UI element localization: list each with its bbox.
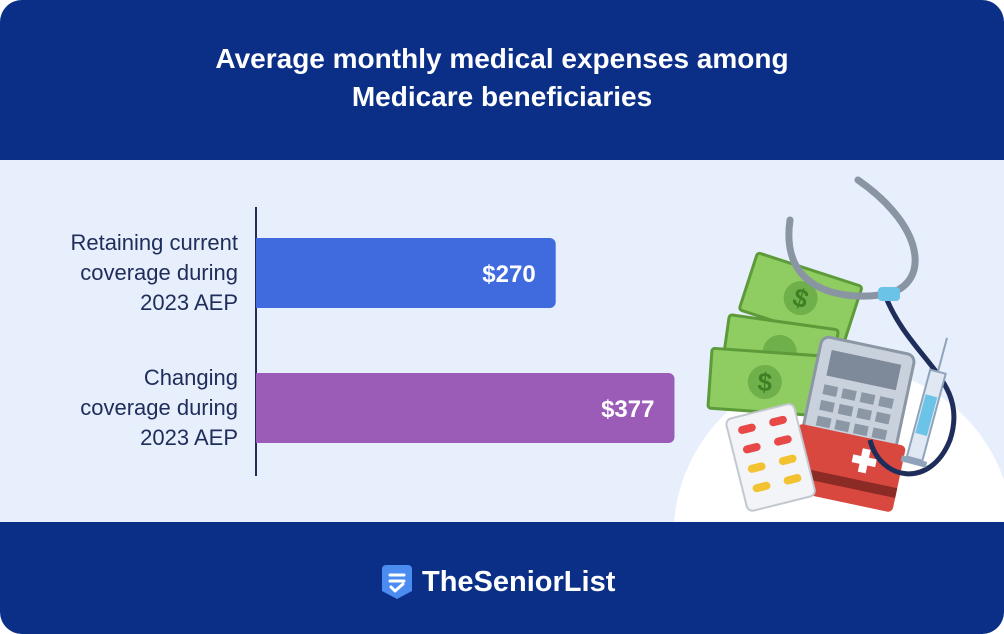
brand-name: TheSeniorList xyxy=(422,566,616,598)
value-label: $270 xyxy=(482,261,535,288)
chart-title: Average monthly medical expenses among M… xyxy=(215,43,789,112)
svg-text:$: $ xyxy=(757,367,774,398)
category-label: Retaining current coverage during 2023 A… xyxy=(70,230,238,315)
illustration: $ $ xyxy=(674,176,1004,522)
value-label: $377 xyxy=(601,396,654,423)
brand-logo xyxy=(382,565,412,599)
bar xyxy=(256,238,556,308)
bar xyxy=(256,373,675,443)
category-label: Changing coverage during 2023 AEP xyxy=(80,365,238,450)
